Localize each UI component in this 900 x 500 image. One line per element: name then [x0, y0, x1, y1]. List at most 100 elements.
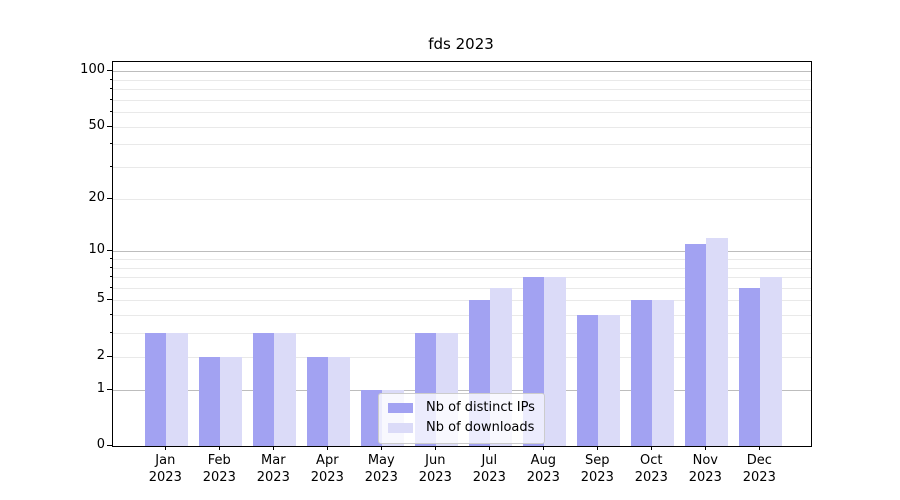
- y-tick-label: 5: [96, 291, 105, 307]
- y-tick-label: 50: [88, 117, 105, 133]
- y-tick-mark: [107, 125, 112, 127]
- gridline-minor: [113, 258, 811, 260]
- y-tick-mark: [107, 388, 112, 390]
- bar: [360, 389, 383, 446]
- gridline-minor: [113, 277, 811, 279]
- legend-label-downloads: Nb of downloads: [426, 420, 535, 435]
- gridline-minor: [113, 287, 811, 289]
- x-tick-mark: [705, 446, 707, 450]
- gridline-major: [113, 71, 811, 73]
- y-minor-tick-mark: [110, 143, 112, 145]
- x-tick-mark: [597, 446, 599, 450]
- gridline-minor: [113, 315, 811, 317]
- x-tick-label: Dec 2023: [742, 453, 776, 485]
- bar: [652, 300, 674, 446]
- bar: [738, 287, 761, 446]
- y-minor-tick-mark: [110, 197, 112, 199]
- bar: [706, 237, 728, 446]
- x-tick-mark: [219, 446, 221, 450]
- gridline-minor: [113, 112, 811, 114]
- legend-swatch-distinct-ips: [388, 403, 413, 413]
- x-tick-label: Nov 2023: [688, 453, 722, 485]
- y-tick-mark: [107, 299, 112, 301]
- y-tick-label: 10: [88, 242, 105, 258]
- x-tick-label: Jan 2023: [148, 453, 182, 485]
- x-tick-mark: [759, 446, 761, 450]
- y-minor-tick-mark: [110, 332, 112, 334]
- legend-item-distinct-ips: Nb of distinct IPs: [388, 398, 535, 418]
- y-tick-mark: [107, 70, 112, 72]
- x-tick-mark: [165, 446, 167, 450]
- y-minor-tick-mark: [110, 276, 112, 278]
- y-tick-mark: [107, 445, 112, 446]
- bar: [544, 277, 566, 446]
- y-minor-tick-mark: [110, 355, 112, 357]
- gridline-minor: [113, 126, 811, 128]
- gridline-minor: [113, 333, 811, 335]
- bar: [144, 333, 167, 446]
- x-tick-label: Feb 2023: [202, 453, 236, 485]
- bar: [166, 333, 188, 446]
- legend: Nb of distinct IPs Nb of downloads: [378, 393, 545, 444]
- gridline-minor: [113, 79, 811, 81]
- x-tick-mark: [381, 446, 383, 450]
- y-minor-tick-mark: [110, 111, 112, 113]
- x-tick-mark: [651, 446, 653, 450]
- plot-area: [112, 61, 812, 447]
- x-tick-mark: [273, 446, 275, 450]
- x-tick-label: Oct 2023: [634, 453, 668, 485]
- y-tick-label: 100: [80, 62, 105, 78]
- y-tick-label: 0: [96, 437, 105, 452]
- y-minor-tick-mark: [110, 286, 112, 288]
- y-tick-mark: [107, 197, 112, 199]
- bar: [274, 333, 296, 446]
- bar: [306, 356, 329, 446]
- x-tick-mark: [489, 446, 491, 450]
- y-minor-tick-mark: [110, 78, 112, 80]
- gridline-minor: [113, 167, 811, 169]
- gridline-major: [113, 389, 811, 391]
- chart-title: fds 2023: [428, 35, 494, 53]
- y-minor-tick-mark: [110, 88, 112, 90]
- bar: [576, 315, 599, 446]
- gridline-minor: [113, 198, 811, 200]
- y-minor-tick-mark: [110, 314, 112, 316]
- legend-swatch-downloads: [388, 423, 413, 433]
- bar: [598, 315, 620, 446]
- x-tick-label: Mar 2023: [256, 453, 290, 485]
- bar: [684, 244, 707, 446]
- x-tick-label: Jul 2023: [472, 453, 506, 485]
- gridline-minor: [113, 356, 811, 358]
- bar: [220, 356, 242, 446]
- bar: [630, 300, 653, 446]
- gridline-minor: [113, 300, 811, 302]
- gridline-major: [113, 251, 811, 253]
- x-tick-label: Apr 2023: [310, 453, 344, 485]
- x-tick-mark: [327, 446, 329, 450]
- y-minor-tick-mark: [110, 125, 112, 127]
- gridline-minor: [113, 267, 811, 269]
- y-minor-tick-mark: [110, 266, 112, 268]
- x-tick-mark: [543, 446, 545, 450]
- y-tick-mark: [107, 250, 112, 252]
- legend-item-downloads: Nb of downloads: [388, 418, 535, 438]
- gridline-minor: [113, 89, 811, 91]
- bar: [252, 333, 275, 446]
- bar: [198, 356, 221, 446]
- y-minor-tick-mark: [110, 257, 112, 259]
- x-tick-label: Aug 2023: [526, 453, 560, 485]
- y-tick-label: 1: [96, 380, 105, 396]
- bar: [760, 277, 782, 446]
- y-tick-label: 20: [88, 189, 105, 205]
- y-minor-tick-mark: [110, 299, 112, 301]
- x-tick-label: May 2023: [364, 453, 398, 485]
- gridline-minor: [113, 144, 811, 146]
- x-tick-label: Jun 2023: [418, 453, 452, 485]
- legend-label-distinct-ips: Nb of distinct IPs: [426, 400, 535, 415]
- y-tick-mark: [107, 355, 112, 357]
- bar: [328, 356, 350, 446]
- y-tick-label: 2: [96, 347, 105, 363]
- y-minor-tick-mark: [110, 166, 112, 168]
- x-tick-label: Sep 2023: [580, 453, 614, 485]
